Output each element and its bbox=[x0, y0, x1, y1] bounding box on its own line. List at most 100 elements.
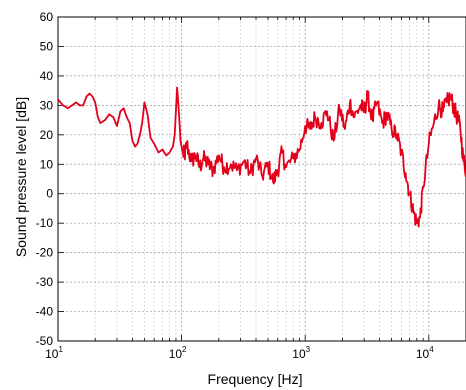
spl-data-point bbox=[292, 157, 295, 160]
spl-data-point bbox=[309, 128, 312, 130]
y-tick-label: -10 bbox=[36, 216, 54, 230]
spl-data-point bbox=[104, 119, 106, 121]
x-tick-exponent: 4 bbox=[429, 345, 434, 354]
x-axis-label: Frequency [Hz] bbox=[208, 371, 303, 387]
spl-data-point bbox=[381, 122, 384, 124]
spl-data-point bbox=[400, 151, 403, 154]
spl-data-point bbox=[57, 98, 59, 101]
spl-data-point bbox=[139, 134, 141, 136]
y-tick-label: 0 bbox=[46, 187, 53, 201]
spl-data-point bbox=[353, 116, 356, 118]
spl-data-point bbox=[122, 107, 125, 110]
spl-data-point bbox=[146, 113, 149, 115]
spl-data-point bbox=[314, 116, 316, 118]
spl-data-point bbox=[207, 163, 210, 166]
spl-data-point bbox=[462, 157, 465, 160]
spl-data-point bbox=[366, 95, 369, 98]
y-tick-label: -40 bbox=[36, 305, 54, 319]
spl-data-point bbox=[212, 169, 214, 171]
spl-data-point bbox=[168, 151, 171, 154]
spl-data-point bbox=[363, 110, 366, 113]
spl-data-point bbox=[190, 160, 193, 163]
spl-data-point bbox=[161, 148, 164, 151]
spl-data-point bbox=[395, 134, 398, 136]
spl-data-point bbox=[449, 95, 452, 98]
spl-data-point bbox=[412, 210, 415, 213]
spl-data-point bbox=[371, 119, 374, 121]
spl-data-point bbox=[272, 181, 274, 183]
y-tick-label: 50 bbox=[40, 39, 54, 53]
y-tick-label: -30 bbox=[36, 275, 54, 289]
spl-data-point bbox=[459, 128, 462, 130]
spl-data-point bbox=[157, 151, 160, 154]
spl-data-point bbox=[198, 166, 201, 168]
x-tick-mantissa: 10 bbox=[45, 347, 59, 361]
x-tick-labels: 101 102 103 104 bbox=[45, 345, 434, 361]
spl-data-point bbox=[88, 92, 91, 95]
spl-data-point bbox=[176, 86, 178, 89]
spl-data-point bbox=[85, 95, 88, 98]
spl-data-point bbox=[136, 142, 139, 145]
spl-data-point bbox=[304, 125, 307, 127]
y-tick-label: 20 bbox=[40, 128, 54, 142]
spl-data-point bbox=[141, 122, 143, 124]
spl-data-point bbox=[134, 145, 136, 148]
spl-data-point bbox=[126, 116, 128, 118]
spl-data-point bbox=[97, 116, 99, 118]
spl-data-point bbox=[359, 104, 362, 107]
spl-data-point bbox=[281, 151, 283, 154]
spl-data-point bbox=[320, 122, 323, 124]
spl-data-point bbox=[249, 172, 252, 174]
spl-data-point bbox=[422, 187, 424, 189]
spl-data-point bbox=[338, 107, 341, 110]
y-tick-label: 60 bbox=[40, 10, 54, 24]
x-tick-label: 101 bbox=[45, 345, 63, 361]
spl-data-point bbox=[236, 169, 238, 171]
x-tick-exponent: 2 bbox=[182, 345, 187, 354]
x-tick-label: 104 bbox=[416, 345, 434, 361]
y-tick-label: -50 bbox=[36, 334, 54, 348]
spl-data-point bbox=[386, 113, 388, 115]
spl-data-point bbox=[112, 116, 115, 118]
spl-data-point bbox=[419, 216, 421, 219]
spl-data-point bbox=[149, 137, 152, 139]
spl-data-point bbox=[446, 101, 448, 104]
spl-data-point bbox=[116, 125, 118, 127]
y-axis-label: Sound pressure level [dB] bbox=[13, 97, 29, 257]
grid bbox=[57, 17, 466, 341]
spl-data-point bbox=[181, 151, 184, 154]
spl-data-point bbox=[99, 122, 102, 124]
spl-data-point bbox=[255, 157, 257, 160]
spl-data-point bbox=[344, 128, 346, 130]
spl-data-point bbox=[408, 192, 411, 195]
x-tick-mantissa: 10 bbox=[292, 347, 306, 361]
x-tick-mantissa: 10 bbox=[169, 347, 183, 361]
spl-data-point bbox=[75, 101, 77, 104]
spl-data-point bbox=[183, 154, 186, 157]
spl-data-point bbox=[71, 104, 73, 107]
y-tick-label: -20 bbox=[36, 246, 54, 260]
x-tick-exponent: 3 bbox=[306, 345, 311, 354]
x-tick-mantissa: 10 bbox=[416, 347, 430, 361]
spl-data-point bbox=[82, 104, 84, 107]
spl-data-point bbox=[108, 113, 111, 115]
x-tick-label: 102 bbox=[169, 345, 187, 361]
spl-data-point bbox=[261, 175, 264, 177]
x-tick-label: 103 bbox=[292, 345, 310, 361]
spl-data-point bbox=[173, 134, 176, 136]
spl-data-point bbox=[442, 110, 444, 113]
spl-data-point bbox=[79, 104, 81, 107]
spl-data-point bbox=[67, 107, 69, 110]
spl-data-point bbox=[185, 142, 188, 145]
spl-data-point bbox=[128, 122, 131, 124]
spl-data-point bbox=[91, 95, 94, 98]
plot-frame bbox=[57, 16, 466, 342]
spl-data-point bbox=[376, 101, 378, 104]
spl-data-point bbox=[326, 110, 328, 113]
spl-data-point bbox=[277, 169, 279, 171]
spl-data-point bbox=[178, 110, 180, 113]
axis-ticks bbox=[57, 16, 466, 342]
spl-data-point bbox=[404, 172, 407, 174]
spl-data-point bbox=[119, 110, 122, 113]
